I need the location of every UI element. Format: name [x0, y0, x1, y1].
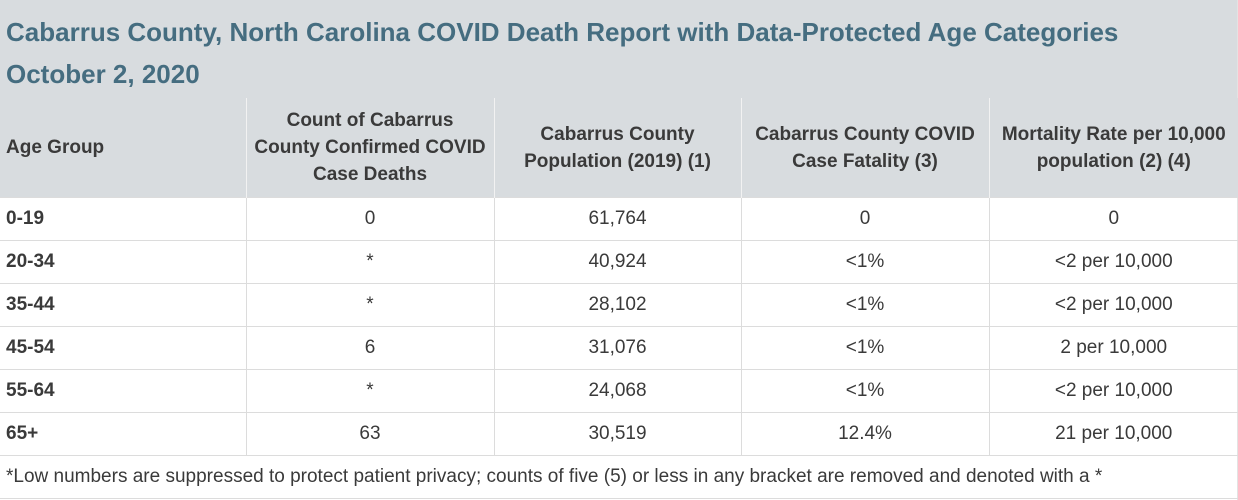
cell-case-fatality: 12.4%	[740, 412, 989, 456]
cell-confirmed-deaths: 6	[245, 326, 494, 370]
cell-mortality-rate: <2 per 10,000	[988, 369, 1238, 413]
cell-age-group: 35-44	[0, 283, 246, 327]
cell-population: 40,924	[493, 240, 741, 284]
cell-case-fatality: 0	[740, 197, 989, 241]
header-population: Cabarrus County Population (2019) (1)	[493, 98, 741, 198]
table-row: 0-19 0 61,764 0 0	[0, 197, 1238, 241]
cell-age-group: 45-54	[0, 326, 246, 370]
report-title-line-1: Cabarrus County, North Carolina COVID De…	[6, 17, 1119, 47]
report-date: October 2, 2020	[6, 59, 200, 89]
table-row: 45-54 6 31,076 <1% 2 per 10,000	[0, 326, 1238, 370]
table-row: 35-44 * 28,102 <1% <2 per 10,000	[0, 283, 1238, 327]
header-age-group: Age Group	[0, 98, 246, 198]
cell-age-group: 65+	[0, 412, 246, 456]
cell-population: 28,102	[493, 283, 741, 327]
cell-age-group: 55-64	[0, 369, 246, 413]
footnote: *Low numbers are suppressed to protect p…	[0, 455, 1238, 499]
cell-case-fatality: <1%	[740, 283, 989, 327]
table-row: 55-64 * 24,068 <1% <2 per 10,000	[0, 369, 1238, 413]
cell-population: 61,764	[493, 197, 741, 241]
cell-mortality-rate: 2 per 10,000	[988, 326, 1238, 370]
cell-case-fatality: <1%	[740, 369, 989, 413]
cell-confirmed-deaths: *	[245, 240, 494, 284]
footnote-row: *Low numbers are suppressed to protect p…	[0, 455, 1238, 499]
header-case-fatality: Cabarrus County COVID Case Fatality (3)	[740, 98, 989, 198]
cell-case-fatality: <1%	[740, 240, 989, 284]
cell-confirmed-deaths: *	[245, 283, 494, 327]
cell-mortality-rate: <2 per 10,000	[988, 240, 1238, 284]
cell-age-group: 20-34	[0, 240, 246, 284]
cell-population: 31,076	[493, 326, 741, 370]
cell-mortality-rate: 21 per 10,000	[988, 412, 1238, 456]
header-mortality-rate: Mortality Rate per 10,000 population (2)…	[988, 98, 1238, 198]
table-row: 65+ 63 30,519 12.4% 21 per 10,000	[0, 412, 1238, 456]
cell-case-fatality: <1%	[740, 326, 989, 370]
table-header-row: Age Group Count of Cabarrus County Confi…	[0, 98, 1238, 198]
cell-age-group: 0-19	[0, 197, 246, 241]
cell-confirmed-deaths: 63	[245, 412, 494, 456]
report-title: Cabarrus County, North Carolina COVID De…	[0, 0, 1237, 98]
cell-mortality-rate: <2 per 10,000	[988, 283, 1238, 327]
header-confirmed-deaths: Count of Cabarrus County Confirmed COVID…	[245, 98, 494, 198]
cell-population: 24,068	[493, 369, 741, 413]
cell-confirmed-deaths: *	[245, 369, 494, 413]
cell-population: 30,519	[493, 412, 741, 456]
cell-confirmed-deaths: 0	[245, 197, 494, 241]
cell-mortality-rate: 0	[988, 197, 1238, 241]
table-row: 20-34 * 40,924 <1% <2 per 10,000	[0, 240, 1238, 284]
death-report-table: Age Group Count of Cabarrus County Confi…	[0, 98, 1238, 499]
